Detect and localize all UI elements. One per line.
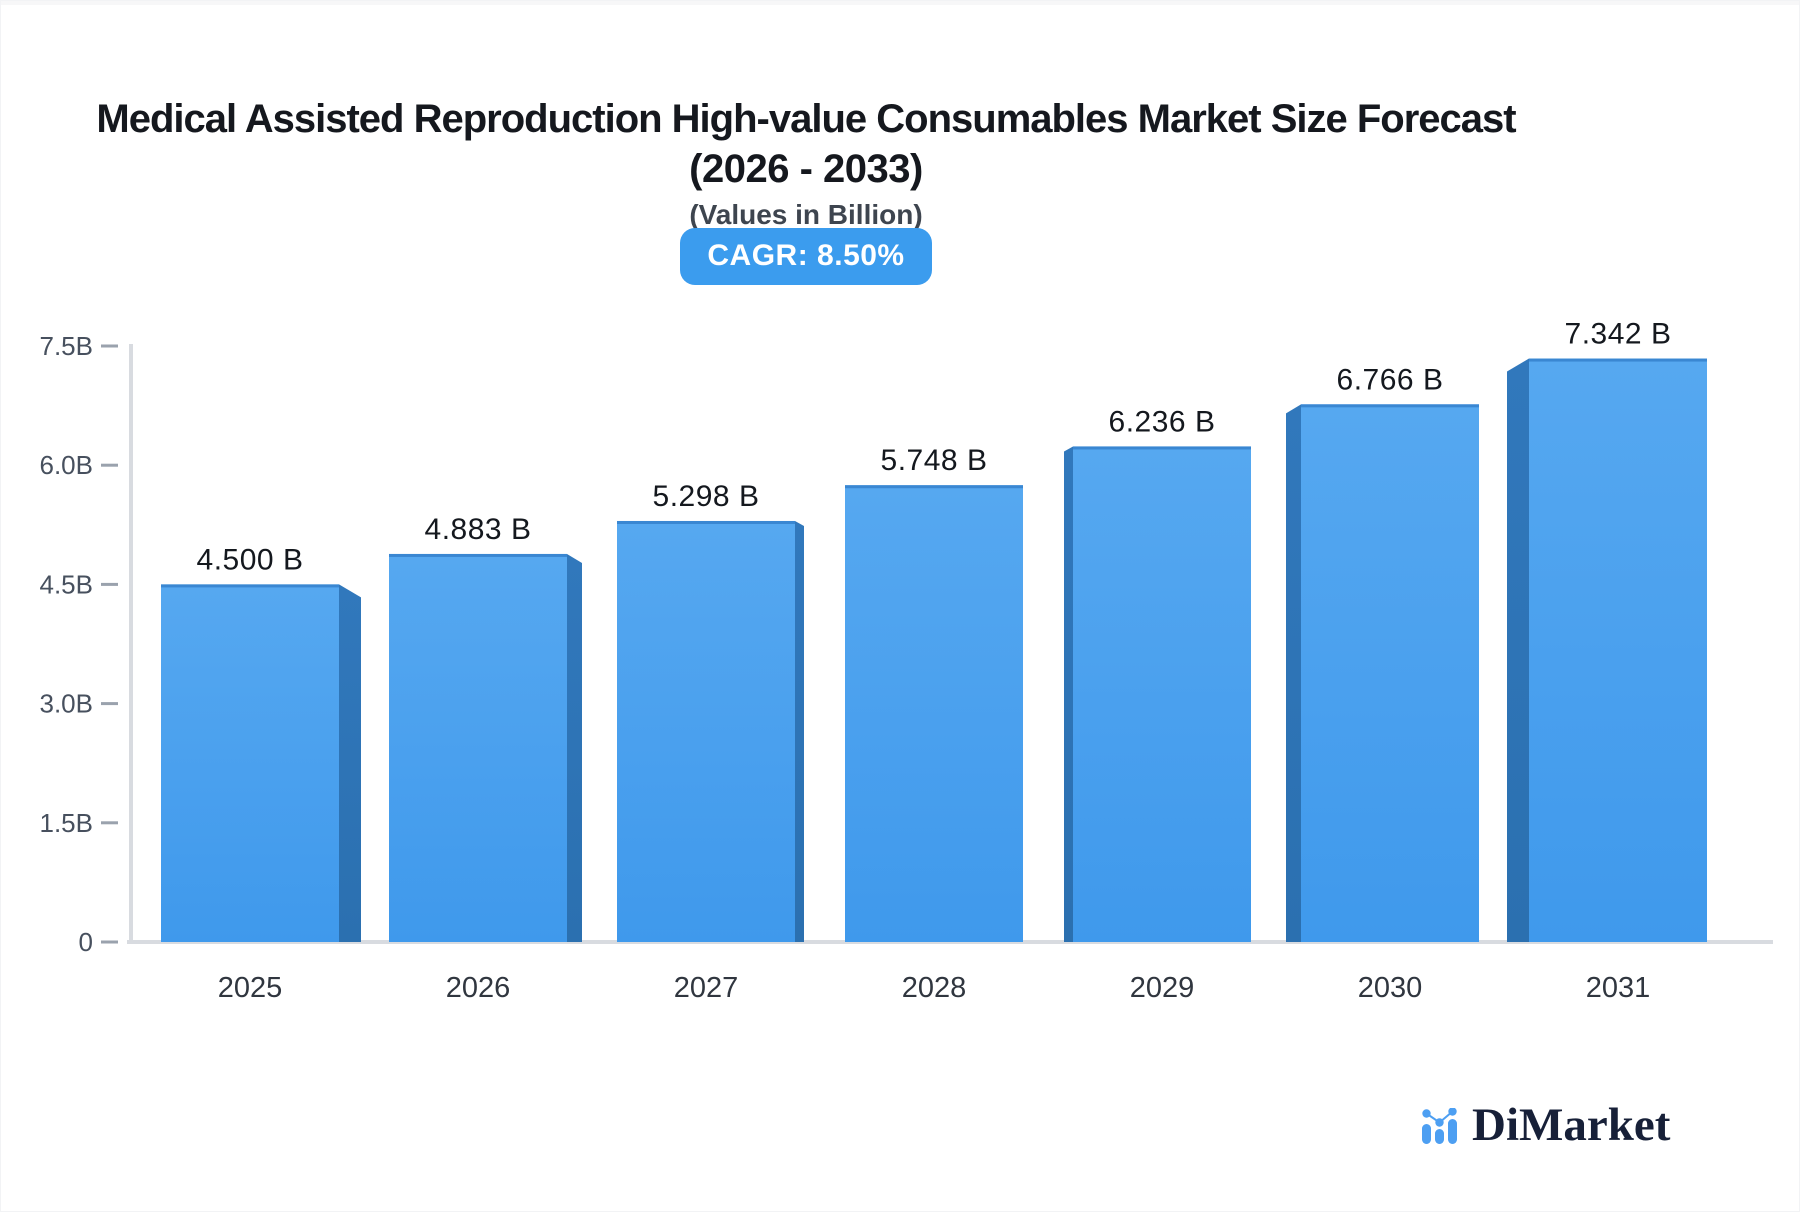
y-tick-dash-4.5B [101,582,118,586]
bar-value-label-2029: 6.236 B [1109,405,1216,438]
bar-top-edge-2028 [845,485,1023,489]
bar-value-label-2026: 4.883 B [425,513,532,546]
cagr-badge: CAGR: 8.50% [680,228,932,285]
x-tick-label-2030: 2030 [1358,972,1423,1004]
y-tick-dash-6.0B [101,463,118,467]
bar-side-2027 [795,520,804,942]
y-tick-label-1.5B: 1.5B [40,808,94,838]
bar-face-2030 [1301,404,1479,943]
bar-value-label-2030: 6.766 B [1337,363,1444,396]
bar-face-2031 [1529,358,1707,942]
bar-face-2029 [1073,446,1251,942]
y-tick-dash-1.5B [101,821,118,825]
bar-side-2029 [1064,446,1073,942]
bar-value-label-2031: 7.342 B [1565,318,1672,351]
y-tick-dash-3.0B [101,702,118,706]
bar-face-2025 [161,584,339,942]
bar-value-label-2025: 4.500 B [197,543,304,576]
bar-side-2031 [1507,358,1529,942]
bar-top-edge-2025 [161,584,339,588]
bar-top-edge-2027 [617,520,795,524]
dimarket-logo: DiMarket [1421,1095,1670,1149]
chart-title-line1: Medical Assisted Reproduction High-value… [96,97,1516,141]
bar-top-edge-2031 [1529,358,1707,362]
x-tick-label-2029: 2029 [1130,972,1195,1004]
bar-2030[interactable] [1286,404,1479,943]
page-top-strip [1,1,1799,5]
x-tick-label-2026: 2026 [446,972,511,1004]
bar-side-2026 [567,553,582,942]
bar-2027[interactable] [617,520,804,942]
bar-2025[interactable] [161,584,361,942]
x-tick-label-2031: 2031 [1586,972,1651,1004]
bar-value-label-2027: 5.298 B [653,480,760,513]
bar-face-2026 [389,553,567,942]
bar-face-2027 [617,520,795,942]
y-tick-label-4.5B: 4.5B [40,569,94,599]
bar-2028[interactable] [845,485,1023,942]
y-tick-label-7.5B: 7.5B [40,331,94,361]
y-axis-line [129,344,133,944]
bar-chart-logo-icon [1422,1108,1457,1144]
bar-top-edge-2026 [389,553,567,557]
x-tick-label-2028: 2028 [902,972,967,1004]
bar-side-2030 [1286,404,1301,943]
bar-top-edge-2029 [1073,446,1251,450]
bar-2031[interactable] [1507,358,1707,942]
x-tick-label-2027: 2027 [674,972,739,1004]
bar-side-2025 [339,584,361,942]
cagr-badge-wrap: CAGR: 8.50% [1,228,1611,285]
y-tick-label-0: 0 [79,927,93,957]
bar-2026[interactable] [389,553,582,942]
bar-top-edge-2030 [1301,404,1479,408]
y-tick-dash-0 [101,940,118,944]
y-tick-label-3.0B: 3.0B [40,689,94,719]
dimarket-logo-text: DiMarket [1472,1099,1671,1151]
y-tick-label-6.0B: 6.0B [40,450,94,480]
bar-face-2028 [845,485,1023,942]
x-tick-label-2025: 2025 [218,972,283,1004]
chart-subtitle: (Values in Billion) [689,199,923,230]
chart-title-line2: (2026 - 2033) [689,147,923,191]
bar-2029[interactable] [1064,446,1251,942]
y-tick-dash-7.5B [101,344,118,348]
bar-value-label-2028: 5.748 B [881,444,988,477]
